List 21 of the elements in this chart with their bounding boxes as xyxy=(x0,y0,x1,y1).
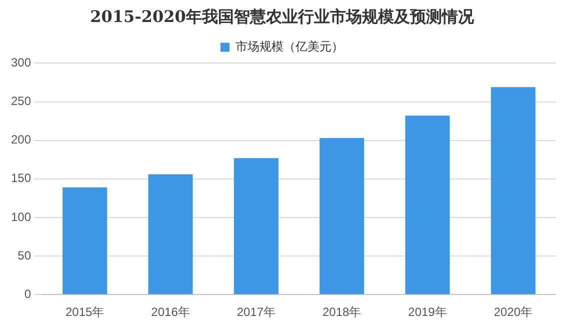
x-tick-label: 2020年 xyxy=(494,305,533,320)
x-tick-label: 2018年 xyxy=(322,305,362,320)
bar xyxy=(62,187,108,294)
bar xyxy=(148,174,193,294)
x-tick-label: 2019年 xyxy=(408,305,447,320)
bar xyxy=(490,87,536,294)
chart-title: 2015-2020年我国智慧农业行业市场规模及预测情况 xyxy=(90,6,475,26)
bar xyxy=(234,158,278,294)
x-tick-label: 2015年 xyxy=(66,305,104,320)
y-tick-label: 150 xyxy=(10,171,32,186)
y-tick-label: 100 xyxy=(10,210,32,224)
y-tick-label: 50 xyxy=(18,248,32,262)
y-tick-label: 200 xyxy=(10,132,32,147)
x-tick-label: 2017年 xyxy=(236,305,276,320)
y-tick-label: 0 xyxy=(24,286,32,301)
y-tick-label: 250 xyxy=(10,94,32,108)
bar xyxy=(320,138,364,294)
x-tick-label: 2016年 xyxy=(151,305,190,320)
bar xyxy=(405,116,450,294)
legend-label: 市场规模（亿美元） xyxy=(236,40,344,54)
y-tick-label: 300 xyxy=(10,56,32,70)
